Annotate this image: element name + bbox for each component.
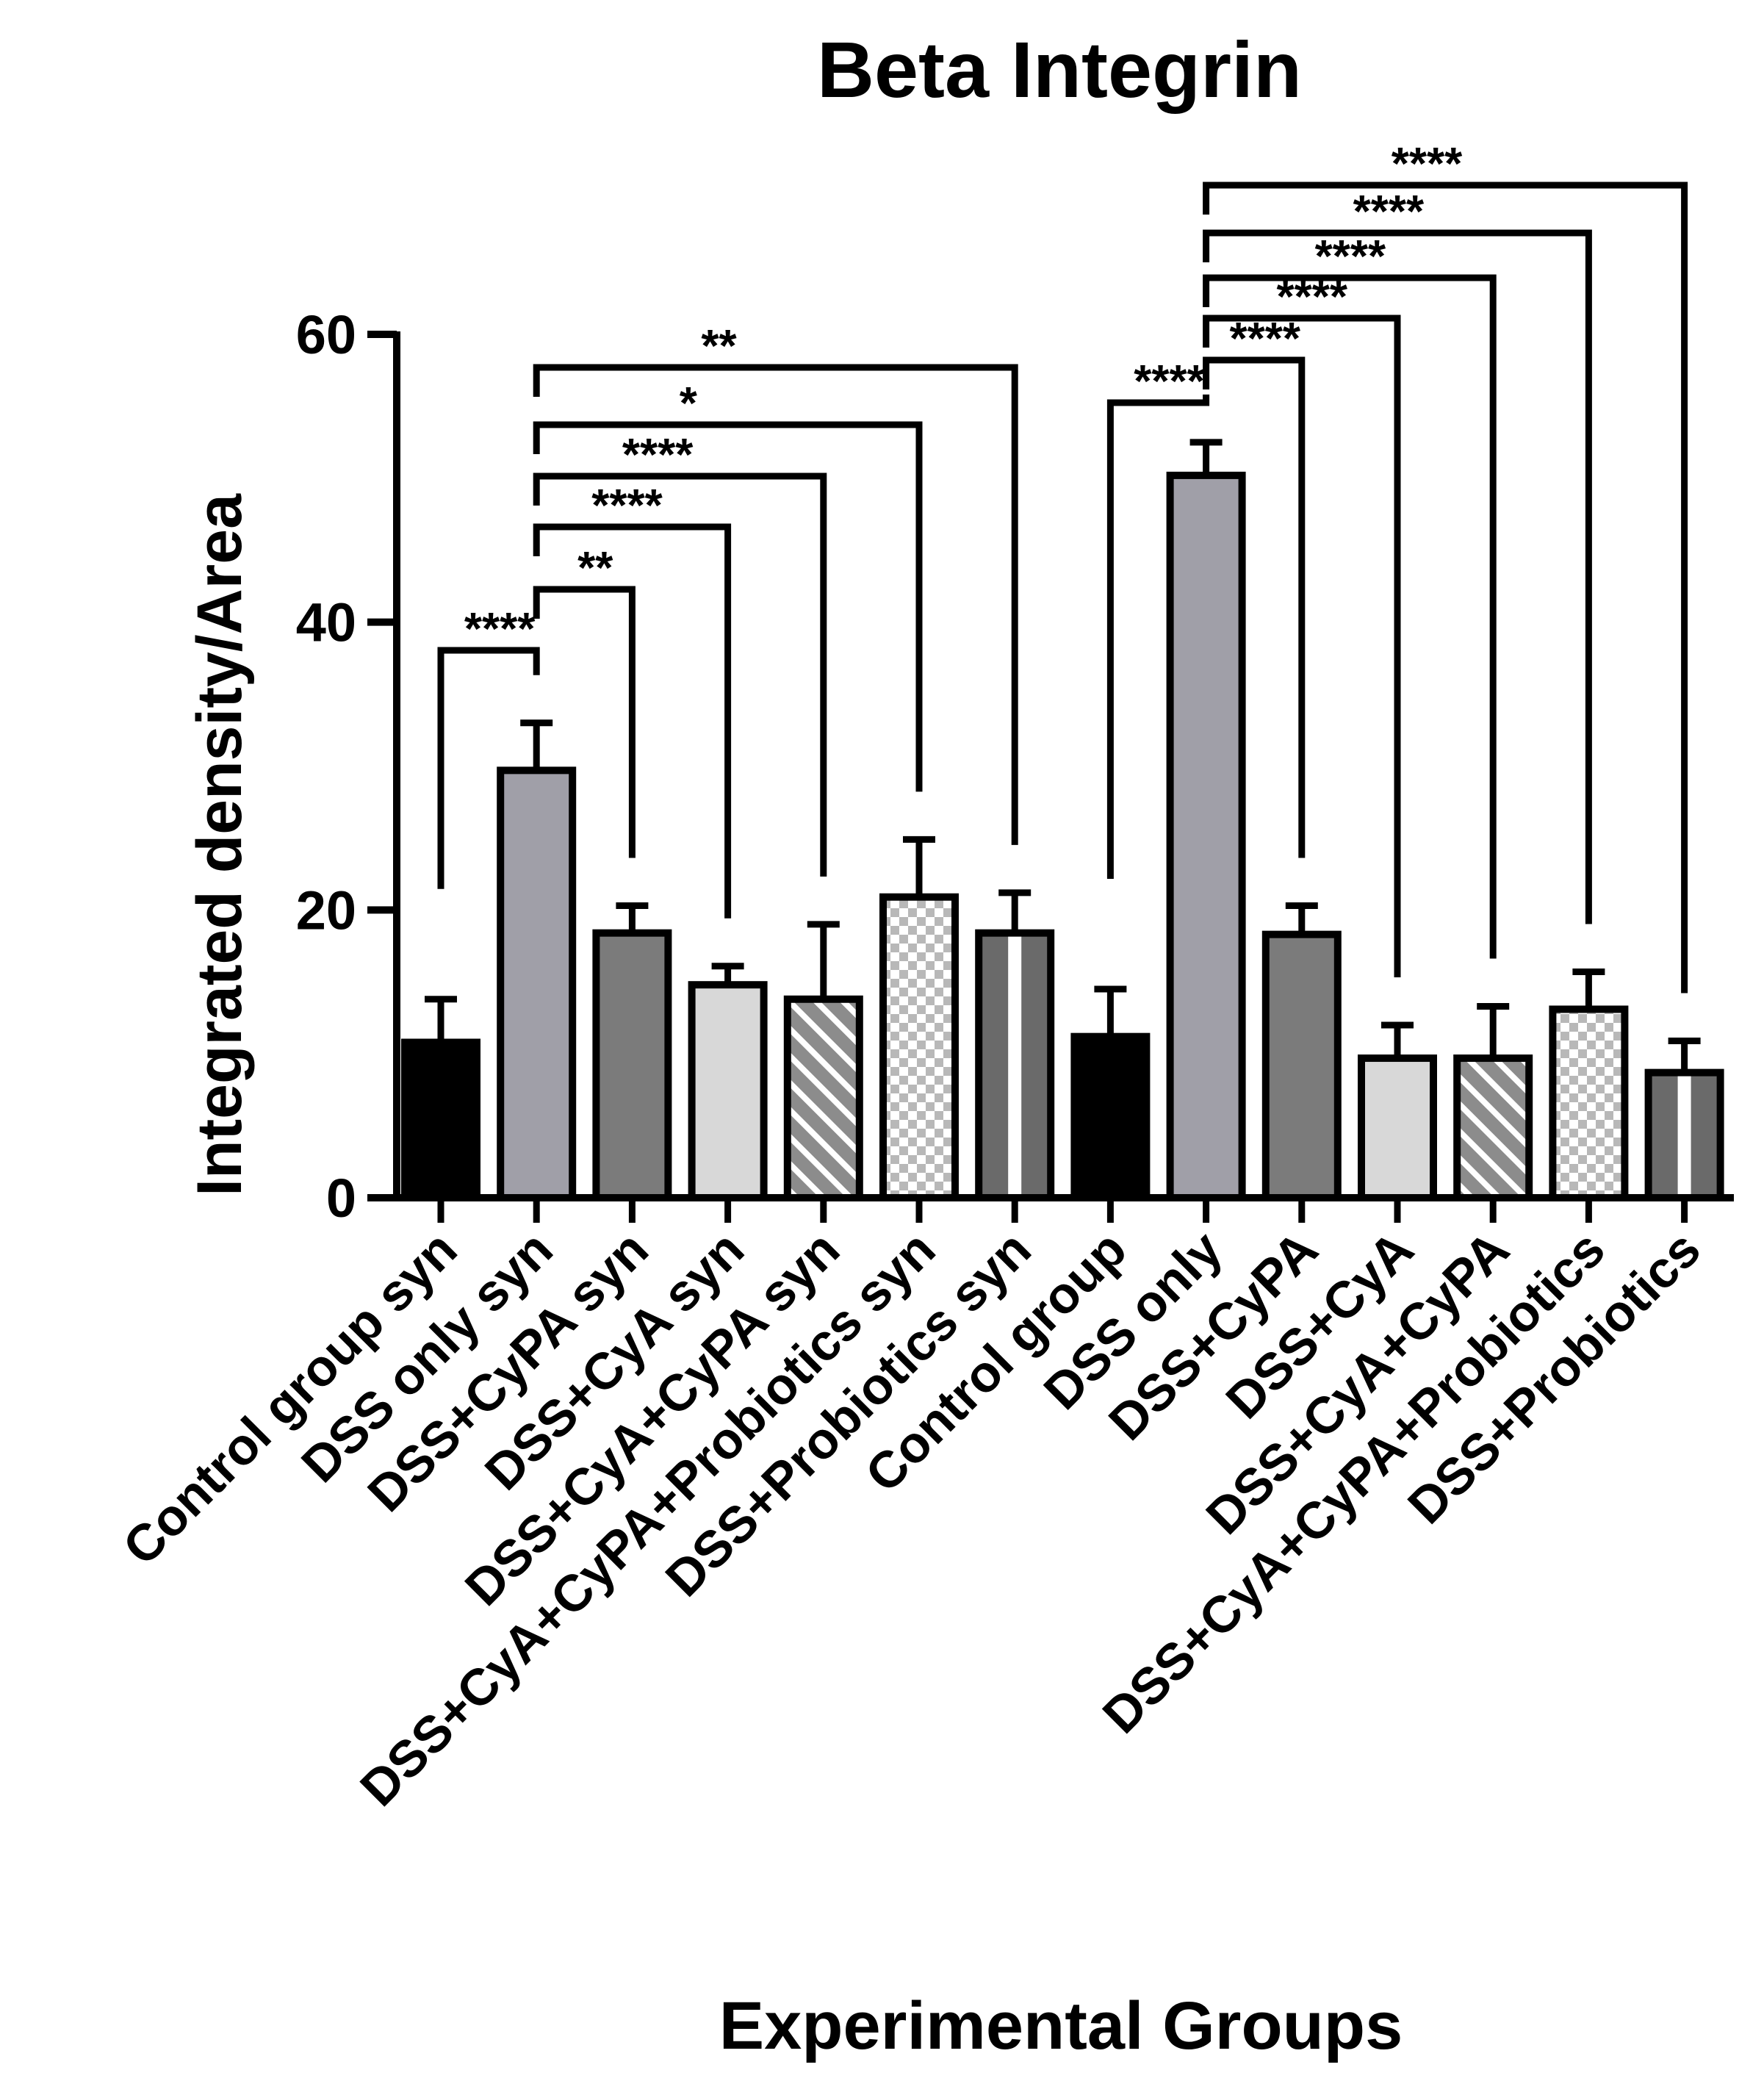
y-tick-label: 0 — [326, 1168, 356, 1229]
bar — [1166, 471, 1246, 1201]
significance-bracket — [1106, 394, 1210, 880]
bar — [497, 766, 577, 1201]
significance-label: **** — [622, 430, 694, 481]
significance-bracket — [1203, 274, 1497, 959]
bar — [1549, 1005, 1629, 1202]
significance-bracket — [533, 472, 827, 877]
bars — [401, 471, 1724, 1202]
bar-3 — [688, 981, 768, 1201]
y-tick-label: 20 — [296, 880, 356, 941]
x-axis — [393, 1194, 1734, 1223]
bar — [1070, 1032, 1151, 1201]
bar — [1453, 1054, 1533, 1201]
significance-label: **** — [1229, 314, 1300, 364]
significance-bracket — [533, 523, 732, 919]
bar-2 — [592, 929, 672, 1201]
significance-bracket — [533, 421, 923, 792]
bar-11 — [1453, 1054, 1533, 1201]
bar — [783, 995, 863, 1201]
significance-bracket — [437, 647, 540, 889]
significance-bracket — [1203, 229, 1592, 924]
significance-bracket — [1203, 315, 1401, 977]
bar-12 — [1549, 1005, 1629, 1202]
bar-9 — [1261, 930, 1342, 1201]
chart-title: Beta Integrin — [817, 25, 1302, 114]
bar — [1261, 930, 1342, 1201]
significance-label: **** — [1134, 356, 1205, 407]
bar-10 — [1358, 1054, 1437, 1201]
bar-7 — [1070, 1032, 1151, 1201]
bar — [688, 981, 768, 1201]
x-axis-label: Experimental Groups — [719, 1988, 1403, 2063]
significance-label: ** — [577, 543, 613, 594]
bar-6 — [975, 929, 1055, 1201]
significance-label: **** — [591, 481, 663, 531]
bar — [401, 1038, 480, 1201]
bar-stripe — [1008, 936, 1022, 1194]
significance-label: **** — [1315, 231, 1386, 282]
significance-bracket — [533, 364, 1018, 845]
error-bars — [425, 439, 1701, 1073]
bar-0 — [401, 1038, 480, 1201]
significance-label: **** — [464, 604, 536, 655]
bar-4 — [783, 995, 863, 1201]
significance-label: **** — [1392, 139, 1463, 190]
significance-label: * — [680, 378, 698, 429]
significance-bracket — [1203, 356, 1306, 858]
y-axis-label: Integrated density/Area — [184, 493, 255, 1196]
bar — [879, 893, 959, 1202]
y-tick-label: 40 — [296, 592, 356, 653]
y-axis: 0 20 40 60 — [296, 304, 400, 1229]
significance-bracket — [1203, 182, 1688, 993]
bar-8 — [1166, 471, 1246, 1201]
bar — [592, 929, 672, 1201]
bar-stripe — [1677, 1076, 1691, 1194]
significance-bracket — [533, 586, 636, 858]
bar-1 — [497, 766, 577, 1201]
bar — [1358, 1054, 1437, 1201]
bar-13 — [1644, 1068, 1724, 1201]
bar-5 — [879, 893, 959, 1202]
significance-label: ** — [701, 321, 737, 372]
y-tick-label: 60 — [296, 304, 356, 365]
significance-brackets: ****************************************… — [437, 139, 1688, 993]
significance-label: **** — [1353, 187, 1425, 237]
